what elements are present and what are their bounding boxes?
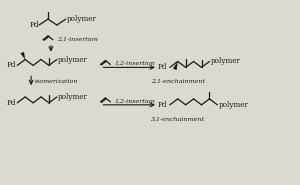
Text: isomerization: isomerization xyxy=(35,79,79,84)
Text: polymer: polymer xyxy=(67,15,97,23)
Text: 2,1-enchainment: 2,1-enchainment xyxy=(151,78,205,83)
Text: polymer: polymer xyxy=(218,101,248,109)
Text: 2,1-insertion: 2,1-insertion xyxy=(57,36,98,41)
Text: Pd: Pd xyxy=(6,99,16,107)
Text: Pd: Pd xyxy=(158,63,167,71)
Polygon shape xyxy=(173,61,178,70)
Text: Pd: Pd xyxy=(158,101,167,109)
Text: 3,1-enchainment: 3,1-enchainment xyxy=(151,117,205,122)
Text: polymer: polymer xyxy=(58,56,88,63)
Text: polymer: polymer xyxy=(210,58,240,65)
Text: 1,2-insertion: 1,2-insertion xyxy=(114,61,155,66)
Text: polymer: polymer xyxy=(58,93,88,101)
Text: Pd: Pd xyxy=(29,21,39,29)
Text: Pd: Pd xyxy=(6,61,16,69)
Polygon shape xyxy=(20,52,25,60)
Text: 1,2-insertion: 1,2-insertion xyxy=(114,98,155,103)
